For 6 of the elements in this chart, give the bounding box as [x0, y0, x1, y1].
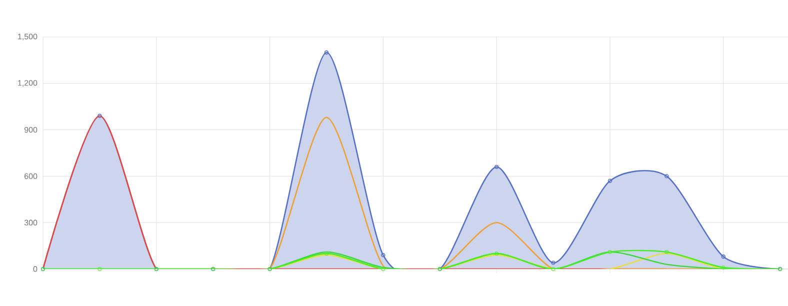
y-tick-label: 1,200: [18, 80, 38, 87]
y-tick-label: 1,500: [18, 34, 38, 40]
y-tick-label: 0: [33, 266, 38, 272]
y-tick-label: 900: [24, 126, 38, 133]
y-tick-label: 300: [24, 220, 38, 226]
y-tick-label: 600: [24, 173, 38, 180]
